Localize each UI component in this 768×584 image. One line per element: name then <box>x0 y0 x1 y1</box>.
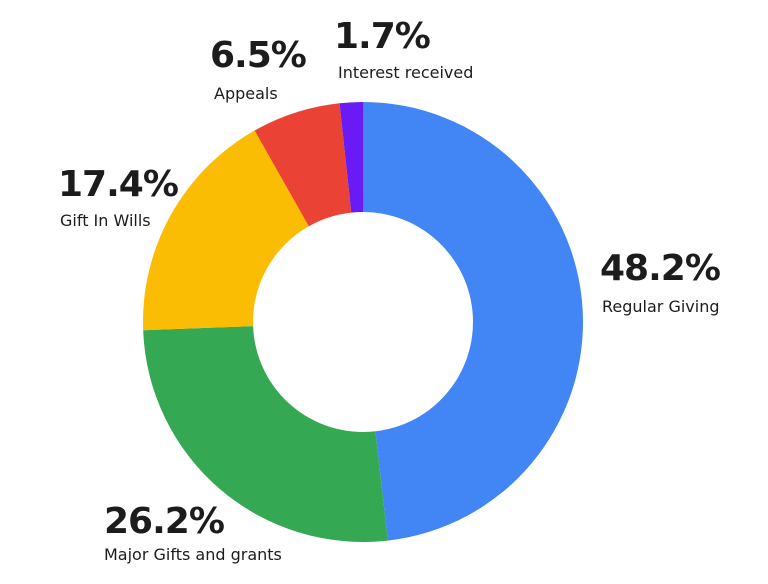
slice-major-gifts-and-grants <box>143 326 388 542</box>
slice-label-4: 1.7% Interest received <box>334 16 473 82</box>
slice-label-0: 48.2% Regular Giving <box>600 248 721 316</box>
value-label-interest-received: 1.7% <box>334 16 430 57</box>
slice-label-3: 6.5% Appeals <box>210 35 307 103</box>
category-label-major-gifts: Major Gifts and grants <box>104 545 282 564</box>
slice-appeals <box>254 103 352 227</box>
category-label-gift-in-wills: Gift In Wills <box>60 211 151 230</box>
slice-regular-giving <box>363 102 583 541</box>
value-label-appeals: 6.5% <box>210 35 306 76</box>
slice-label-1: 26.2% Major Gifts and grants <box>104 501 282 564</box>
value-label-gift-in-wills: 17.4% <box>58 164 178 205</box>
donut-slices <box>143 102 583 542</box>
category-label-regular-giving: Regular Giving <box>602 297 720 316</box>
category-label-interest-received: Interest received <box>338 63 473 82</box>
value-label-regular-giving: 48.2% <box>600 248 720 289</box>
slice-interest-received <box>339 102 363 213</box>
slice-label-2: 17.4% Gift In Wills <box>58 164 179 230</box>
value-label-major-gifts: 26.2% <box>104 501 224 542</box>
slice-gift-in-wills <box>143 130 309 331</box>
category-label-appeals: Appeals <box>214 84 278 103</box>
